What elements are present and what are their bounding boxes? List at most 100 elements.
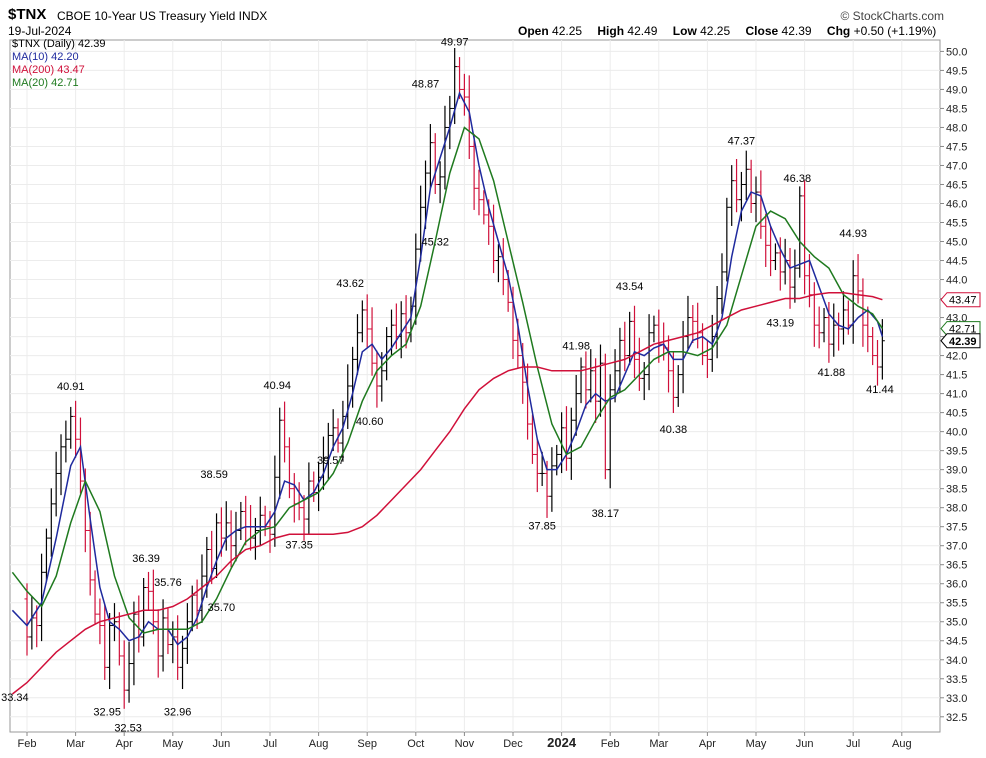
- y-tick-label: 48.0: [946, 122, 967, 134]
- y-tick-label: 34.5: [946, 636, 967, 648]
- y-tick-label: 50.0: [946, 46, 967, 58]
- last-value-label: 43.47: [949, 295, 977, 307]
- last-value-tag: [940, 333, 981, 349]
- x-tick-label: Jul: [846, 738, 860, 750]
- x-tick-label: Sep: [357, 738, 377, 750]
- x-tick-label: Mar: [66, 738, 85, 750]
- price-annotation: 35.70: [208, 602, 236, 614]
- price-annotation: 43.54: [616, 281, 644, 293]
- price-annotation: 41.44: [866, 384, 894, 396]
- y-tick-label: 46.0: [946, 198, 967, 210]
- y-tick-label: 35.5: [946, 598, 967, 610]
- x-tick-label: Dec: [503, 738, 523, 750]
- last-value-label: 42.71: [949, 324, 977, 336]
- x-tick-label: May: [162, 738, 183, 750]
- price-annotation: 40.91: [57, 381, 85, 393]
- x-tick-label: Apr: [699, 738, 716, 750]
- price-annotation: 41.98: [562, 340, 590, 352]
- chart-legend: $TNX (Daily) 42.39 MA(10) 42.20 MA(200) …: [12, 38, 106, 90]
- price-annotation: 37.85: [528, 520, 556, 532]
- price-annotation: 46.38: [784, 173, 812, 185]
- ma-line-ma10: [11, 91, 884, 646]
- x-tick-label: Nov: [455, 738, 475, 750]
- chart-header: $TNX CBOE 10-Year US Treasury Yield INDX…: [0, 0, 986, 40]
- price-annotation: 39.57: [317, 455, 345, 467]
- y-tick-label: 39.5: [946, 446, 967, 458]
- price-annotation: 40.38: [660, 424, 688, 436]
- y-tick-label: 34.0: [946, 655, 967, 667]
- high-value: 42.49: [627, 24, 658, 38]
- y-tick-label: 33.0: [946, 693, 967, 705]
- price-annotation: 40.60: [356, 416, 384, 428]
- ma-line-ma20: [11, 126, 884, 634]
- y-tick-label: 36.0: [946, 579, 967, 591]
- x-tick-label: Feb: [601, 738, 620, 750]
- last-value-tag: [940, 292, 981, 308]
- y-tick-label: 41.0: [946, 389, 967, 401]
- high-label: High: [597, 24, 625, 38]
- legend-ma20: MA(20) 42.71: [12, 77, 79, 89]
- x-tick-label: Jul: [263, 738, 277, 750]
- legend-price: $TNX (Daily) 42.39: [12, 38, 106, 50]
- x-tick-label: May: [746, 738, 767, 750]
- low-label: Low: [672, 24, 697, 38]
- y-tick-label: 35.0: [946, 617, 967, 629]
- legend-ma200: MA(200) 43.47: [12, 64, 85, 76]
- legend-ma10: MA(10) 42.20: [12, 51, 79, 63]
- price-annotation: 32.53: [114, 723, 142, 735]
- price-annotation: 38.59: [200, 469, 228, 481]
- price-annotation: 40.94: [264, 380, 292, 392]
- ma-line-ma200: [11, 292, 883, 695]
- price-annotation: 45.32: [421, 236, 449, 248]
- y-tick-label: 47.0: [946, 160, 967, 172]
- last-value-label: 42.39: [949, 336, 977, 348]
- y-tick-label: 49.0: [946, 84, 967, 96]
- price-annotation: 32.95: [93, 707, 121, 719]
- price-annotation: 48.87: [412, 78, 440, 90]
- close-value: 42.39: [781, 24, 812, 38]
- price-annotation: 32.96: [164, 706, 192, 718]
- price-annotation: 33.34: [1, 692, 29, 704]
- y-tick-label: 37.0: [946, 541, 967, 553]
- brand-watermark: © StockCharts.com: [840, 9, 944, 23]
- symbol-label: $TNX: [8, 6, 47, 23]
- price-annotation: 37.35: [285, 539, 313, 551]
- y-tick-label: 45.0: [946, 237, 967, 249]
- x-tick-label: Aug: [309, 738, 329, 750]
- y-tick-label: 40.0: [946, 427, 967, 439]
- y-tick-label: 38.0: [946, 503, 967, 515]
- y-tick-label: 46.5: [946, 179, 967, 191]
- y-tick-label: 36.5: [946, 560, 967, 572]
- y-tick-label: 45.5: [946, 218, 967, 230]
- y-tick-label: 41.5: [946, 370, 967, 382]
- ohlc-readout: Open 42.25 High 42.49 Low 42.25 Close 42…: [518, 24, 948, 38]
- y-tick-label: 47.5: [946, 141, 967, 153]
- chg-value: +0.50 (+1.19%): [853, 24, 937, 38]
- x-tick-label: Jun: [796, 738, 814, 750]
- x-tick-label: 2024: [547, 735, 577, 750]
- y-tick-label: 32.5: [946, 712, 967, 724]
- y-tick-label: 39.0: [946, 465, 967, 477]
- close-label: Close: [745, 24, 779, 38]
- price-annotation: 44.93: [839, 228, 867, 240]
- x-tick-label: Apr: [116, 738, 133, 750]
- x-tick-label: Oct: [407, 738, 424, 750]
- x-tick-label: Feb: [18, 738, 37, 750]
- price-annotation: 36.39: [132, 553, 160, 565]
- price-annotation: 41.88: [818, 367, 846, 379]
- x-tick-label: Mar: [649, 738, 668, 750]
- y-tick-label: 42.0: [946, 351, 967, 363]
- y-tick-label: 33.5: [946, 674, 967, 686]
- y-tick-label: 44.5: [946, 256, 967, 268]
- price-annotation: 35.76: [154, 577, 182, 589]
- price-annotation: 49.97: [441, 37, 469, 49]
- y-tick-label: 37.5: [946, 522, 967, 534]
- price-annotation: 43.62: [336, 278, 364, 290]
- open-label: Open: [518, 24, 549, 38]
- low-value: 42.25: [700, 24, 731, 38]
- chg-label: Chg: [826, 24, 851, 38]
- y-tick-label: 44.0: [946, 275, 967, 287]
- price-annotation: 43.19: [767, 317, 795, 329]
- price-annotation: 47.37: [728, 135, 756, 147]
